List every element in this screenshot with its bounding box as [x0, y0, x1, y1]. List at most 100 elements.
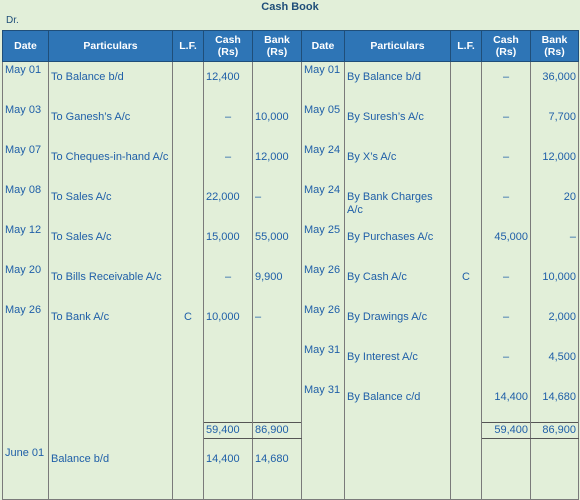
debit-lf [172, 61, 204, 102]
carry-down-empty-credit [530, 438, 579, 500]
credit-date: May 01 [301, 61, 345, 102]
credit-particulars: By Balance b/d [344, 61, 451, 102]
credit-particulars: By X’s A/c [344, 142, 451, 182]
ledger-row: May 31 By Interest A/c –4,500 [2, 342, 579, 382]
credit-particulars: By Drawings A/c [344, 302, 451, 342]
header-particulars-credit: Particulars [344, 30, 451, 62]
debit-date: May 26 [2, 302, 49, 342]
credit-bank: 14,680 [530, 382, 579, 423]
debit-bank: – [252, 182, 302, 222]
credit-bank: 2,000 [530, 302, 579, 342]
totals-empty-lf-credit [450, 422, 482, 439]
credit-lf [450, 222, 482, 262]
debit-bank: 55,000 [252, 222, 302, 262]
credit-cash: – [481, 142, 531, 182]
debit-date: May 03 [2, 102, 49, 142]
credit-lf [450, 382, 482, 423]
debit-particulars: To Sales A/c [48, 182, 173, 222]
ledger-row: May 03 To Ganesh’s A/c –10,000 May 05 By Sur… [2, 102, 579, 142]
credit-cash: – [481, 61, 531, 102]
carry-down-empty-credit [344, 438, 451, 500]
debit-date [2, 382, 49, 423]
credit-bank: 10,000 [530, 262, 579, 302]
carry-down-particulars: Balance b/d [48, 438, 173, 500]
ledger-row: May 07 To Cheques-in-hand A/c –12,000 May 2… [2, 142, 579, 182]
debit-bank: 10,000 [252, 102, 302, 142]
debit-lf [172, 182, 204, 222]
credit-date: May 31 [301, 342, 345, 382]
debit-cash [203, 342, 253, 382]
credit-date: May 05 [301, 102, 345, 142]
debit-lf [172, 222, 204, 262]
carry-down-lf [172, 438, 204, 500]
debit-side-label: Dr. [6, 15, 19, 26]
debit-lf [172, 262, 204, 302]
carry-down-cash: 14,400 [203, 438, 253, 500]
credit-lf: C [450, 262, 482, 302]
debit-particulars: To Cheques-in-hand A/c [48, 142, 173, 182]
ledger-row: May 26 To Bank A/c C 10,000– May 26 By Drawin… [2, 302, 579, 342]
debit-cash: – [203, 262, 253, 302]
credit-bank: 7,700 [530, 102, 579, 142]
debit-particulars: To Bills Receivable A/c [48, 262, 173, 302]
debit-date: May 08 [2, 182, 49, 222]
debit-date: May 12 [2, 222, 49, 262]
header-particulars-debit: Particulars [48, 30, 173, 62]
header-lf-debit: L.F. [172, 30, 204, 62]
credit-particulars: By Suresh’s A/c [344, 102, 451, 142]
debit-bank: 12,000 [252, 142, 302, 182]
credit-particulars: By Interest A/c [344, 342, 451, 382]
credit-date: May 31 [301, 382, 345, 423]
debit-cash: 22,000 [203, 182, 253, 222]
cash-book-table: Date Particulars L.F. Cash (Rs) Bank (Rs… [2, 30, 579, 500]
debit-bank: – [252, 302, 302, 342]
debit-particulars [48, 342, 173, 382]
carry-down-empty-credit [301, 438, 345, 500]
totals-empty-particulars-credit [344, 422, 451, 439]
totals-empty-lf [172, 422, 204, 439]
credit-bank: 36,000 [530, 61, 579, 102]
credit-cash: – [481, 262, 531, 302]
debit-bank [252, 382, 302, 423]
credit-bank: 20 [530, 182, 579, 222]
debit-lf [172, 102, 204, 142]
cash-book-title: Cash Book [261, 1, 319, 13]
carry-down-empty-credit [481, 438, 531, 500]
debit-lf [172, 382, 204, 423]
debit-cash-total: 59,400 [203, 422, 253, 439]
credit-lf [450, 142, 482, 182]
debit-date: May 20 [2, 262, 49, 302]
debit-cash: 12,400 [203, 61, 253, 102]
credit-cash: – [481, 102, 531, 142]
credit-cash: 14,400 [481, 382, 531, 423]
debit-lf: C [172, 302, 204, 342]
ledger-row: May 08 To Sales A/c 22,000– May 24 By Bank C… [2, 182, 579, 222]
credit-cash: – [481, 342, 531, 382]
credit-particulars: By Purchases A/c [344, 222, 451, 262]
debit-date: May 07 [2, 142, 49, 182]
ledger-row: May 01 To Balance b/d 12,400 May 01 By Balan… [2, 61, 579, 102]
debit-particulars: To Bank A/c [48, 302, 173, 342]
balance-brought-down-row: June 01 Balance b/d 14,400 14,680 [2, 438, 579, 500]
credit-lf [450, 61, 482, 102]
debit-cash: 15,000 [203, 222, 253, 262]
credit-bank: – [530, 222, 579, 262]
credit-lf [450, 182, 482, 222]
header-lf-credit: L.F. [450, 30, 482, 62]
carry-down-bank: 14,680 [252, 438, 302, 500]
debit-bank [252, 342, 302, 382]
credit-date: May 24 [301, 142, 345, 182]
credit-date: May 26 [301, 302, 345, 342]
credit-date: May 25 [301, 222, 345, 262]
debit-date [2, 342, 49, 382]
credit-bank: 12,000 [530, 142, 579, 182]
debit-bank [252, 61, 302, 102]
credit-cash: 45,000 [481, 222, 531, 262]
ledger-row: May 31 By Balance c/d 14,400 14,680 [2, 382, 579, 423]
header-bank-credit: Bank (Rs) [530, 30, 579, 62]
carry-down-date: June 01 [2, 438, 49, 500]
debit-cash [203, 382, 253, 423]
header-cash-credit: Cash (Rs) [481, 30, 531, 62]
credit-bank: 4,500 [530, 342, 579, 382]
header-date-credit: Date [301, 30, 345, 62]
